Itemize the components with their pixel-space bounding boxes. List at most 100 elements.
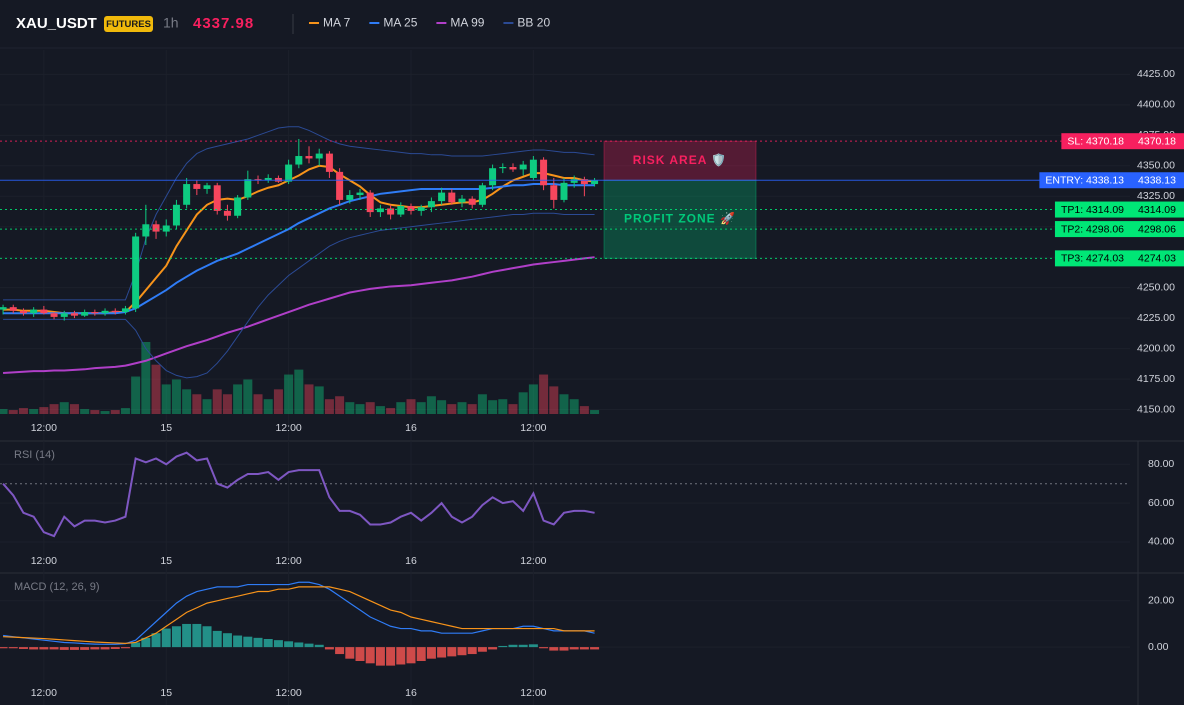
volume-bar [447,404,457,414]
histogram-bar [222,633,232,648]
y-tick-label: 0.00 [1148,641,1169,653]
macd-line [3,586,595,645]
volume-bar [314,386,324,414]
histogram-bar [467,647,477,655]
histogram-bar [294,642,304,648]
moving-average [3,256,595,374]
volume-bar [426,396,436,414]
y-tick-label: 4225.00 [1137,312,1175,324]
candle-body [438,192,446,202]
x-tick-label: 12:00 [31,555,57,567]
candle-body [529,159,537,178]
candle-body [315,153,323,159]
y-tick-label: 20.00 [1148,595,1174,607]
volume-bar [151,364,161,414]
y-tick-label: 4325.00 [1137,190,1175,202]
volume-bar [141,342,151,414]
histogram-bar [426,647,436,659]
candle-body [346,195,354,200]
x-tick-label: 12:00 [520,555,546,567]
candle-body [264,177,272,181]
volume-bar [467,404,477,414]
candle-body [132,236,140,309]
histogram-bar [69,647,79,650]
histogram-bar [437,647,447,658]
volume-bar [304,384,314,414]
candle-body [101,310,109,314]
histogram-bar [100,647,110,650]
volume-bar [579,406,589,414]
panel-title: RSI (14) [14,449,55,461]
level-label: TP2: 4298.06 [1061,223,1124,235]
volume-bar [549,386,559,414]
volume-bar [161,384,171,414]
y-tick-label: 4400.00 [1137,99,1175,111]
candle-body [376,208,384,213]
badge-bg [104,16,153,32]
histogram-bar [263,639,273,648]
volume-bar [518,392,528,414]
histogram-bar [171,626,181,648]
candle-body [356,192,364,196]
volume-bar [477,394,487,414]
volume-bar [59,402,69,414]
volume-bar [396,402,406,414]
histogram-bar [406,647,416,664]
level-value: 4314.09 [1138,204,1176,216]
volume-bar [18,408,28,414]
y-tick-label: 4425.00 [1137,68,1175,80]
candle-body [91,312,99,314]
histogram-bar [304,643,314,648]
histogram-bar [18,647,28,649]
y-tick-label: 80.00 [1148,458,1174,470]
last-price: 4337.98 [193,15,254,32]
candle-body [244,179,252,198]
candle-body [305,156,313,159]
candle-body [427,201,435,208]
candle-body [509,167,517,170]
interval[interactable]: 1h [163,15,179,31]
histogram-bar [212,630,222,648]
volume-bar [90,410,100,414]
y-tick-label: 4175.00 [1137,373,1175,385]
legend-label: MA 7 [323,16,351,30]
volume-bar [498,399,508,414]
volume-bar [233,384,243,414]
candle-body [50,313,58,317]
histogram-bar [182,623,192,648]
x-tick-label: 16 [405,687,417,699]
candle-body [70,313,78,316]
level-label-bg [1054,221,1130,238]
x-tick-label: 15 [160,555,172,567]
volume-bar [110,410,120,414]
badge: FUTURES [106,19,151,30]
volume-bar [416,402,426,414]
candle-body [550,185,558,200]
histogram-bar [29,647,39,650]
volume-bar [222,394,232,414]
level-label: TP3: 4274.03 [1061,253,1124,265]
histogram-bar [569,647,579,650]
volume-bar [29,409,39,414]
candle-body [152,224,160,232]
volume-bar [202,399,212,414]
candle-body [19,310,27,314]
candle-body [489,168,497,186]
volume-bar [539,374,549,414]
candle-body [448,192,456,203]
volume-bar [171,379,181,414]
bollinger-upper [3,126,595,301]
histogram-bar [0,647,8,649]
volume-bar [488,400,498,414]
volume-bar [386,408,396,414]
histogram-bar [396,647,406,665]
candle-body [285,164,293,182]
histogram-bar [559,647,569,651]
histogram-bar [253,637,263,648]
y-tick-label: 4150.00 [1137,403,1175,415]
histogram-bar [375,647,385,666]
candle-body [458,198,466,203]
volume-bar [273,389,283,414]
volume-bar [80,409,90,414]
